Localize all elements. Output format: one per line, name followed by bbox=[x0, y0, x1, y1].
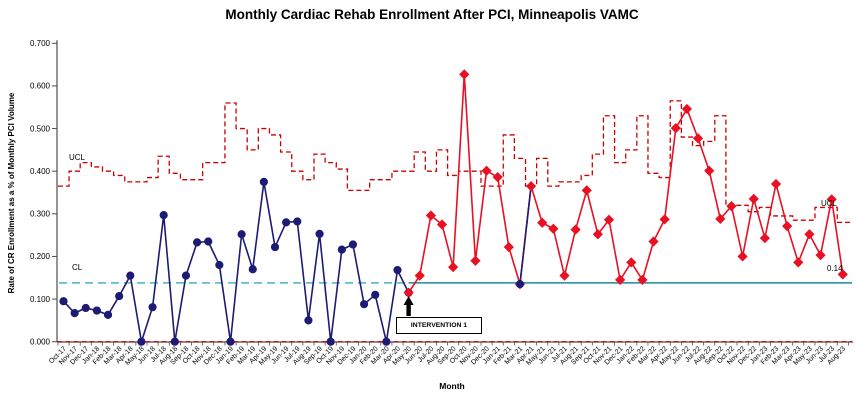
series-line-pre bbox=[62, 181, 410, 343]
data-point-marker bbox=[148, 303, 157, 312]
series-line-post bbox=[407, 73, 844, 294]
data-point-marker bbox=[815, 250, 826, 261]
data-point-marker bbox=[92, 306, 101, 315]
data-point-marker bbox=[326, 337, 335, 346]
data-point-marker bbox=[337, 245, 346, 254]
data-point-marker bbox=[537, 217, 548, 228]
data-point-marker bbox=[603, 214, 615, 225]
data-point-marker bbox=[315, 229, 324, 238]
data-point-marker bbox=[371, 290, 380, 299]
data-point-marker bbox=[403, 287, 414, 298]
chart-title: Monthly Cardiac Rehab Enrollment After P… bbox=[225, 7, 639, 22]
data-point-marker bbox=[204, 237, 213, 246]
data-point-marker bbox=[137, 337, 146, 346]
data-point-marker bbox=[170, 337, 179, 346]
data-point-marker bbox=[425, 210, 436, 221]
y-tick-label: 0.700 bbox=[30, 39, 51, 48]
data-point-marker bbox=[436, 219, 448, 230]
data-point-marker bbox=[692, 133, 704, 144]
data-point-marker bbox=[470, 255, 481, 266]
data-point-marker bbox=[715, 213, 726, 225]
data-point-marker bbox=[659, 214, 670, 225]
data-point-marker bbox=[503, 241, 514, 253]
data-point-marker bbox=[648, 236, 659, 247]
data-point-marker bbox=[259, 177, 268, 186]
data-point-marker bbox=[704, 165, 715, 176]
y-tick-label: 0.100 bbox=[30, 295, 51, 304]
data-point-marker bbox=[159, 210, 168, 220]
data-point-marker bbox=[525, 180, 537, 192]
data-point-marker bbox=[759, 233, 770, 244]
ucl-label-right: UCL bbox=[821, 199, 838, 208]
data-point-marker bbox=[559, 270, 570, 281]
data-point-marker bbox=[226, 337, 235, 346]
data-point-marker bbox=[237, 230, 246, 239]
data-point-marker bbox=[826, 194, 837, 205]
data-point-marker bbox=[348, 240, 358, 249]
y-tick-label: 0.600 bbox=[30, 82, 51, 91]
data-point-marker bbox=[581, 185, 592, 196]
data-point-marker bbox=[637, 274, 648, 285]
data-point-marker bbox=[70, 309, 79, 318]
data-point-marker bbox=[382, 337, 391, 346]
ucl-label-left: UCL bbox=[69, 153, 86, 162]
ucl-line bbox=[57, 100, 852, 223]
y-tick-label: 0.400 bbox=[30, 167, 51, 176]
data-point-marker bbox=[804, 229, 815, 240]
intervention-annotation: INTERVENTION 1 bbox=[396, 317, 482, 334]
data-point-marker bbox=[192, 238, 202, 247]
data-point-marker bbox=[115, 291, 124, 301]
data-point-marker bbox=[293, 217, 302, 226]
intervention-arrow-icon bbox=[403, 296, 414, 316]
data-point-marker bbox=[670, 123, 681, 134]
data-point-marker bbox=[515, 280, 525, 289]
y-tick-label: 0.000 bbox=[30, 338, 51, 347]
data-point-marker bbox=[726, 201, 737, 212]
data-point-marker bbox=[181, 271, 191, 280]
y-tick-label: 0.200 bbox=[30, 252, 51, 261]
data-point-marker bbox=[448, 261, 459, 273]
data-point-marker bbox=[626, 257, 637, 268]
data-point-marker bbox=[126, 271, 135, 280]
data-point-marker bbox=[615, 274, 626, 285]
data-point-marker bbox=[770, 178, 782, 190]
data-point-marker bbox=[81, 303, 90, 313]
data-point-marker bbox=[459, 69, 470, 80]
data-point-marker bbox=[359, 300, 369, 309]
special-segment bbox=[519, 186, 532, 285]
cl-value-label-right: 0.14 bbox=[827, 264, 843, 273]
data-point-marker bbox=[782, 221, 793, 232]
data-point-marker bbox=[592, 229, 603, 240]
data-point-marker bbox=[548, 223, 559, 234]
data-point-marker bbox=[737, 251, 748, 262]
y-axis-title: Rate of CR Enrollment as a % of Monthly … bbox=[7, 92, 16, 293]
data-point-marker bbox=[681, 103, 693, 115]
data-point-marker bbox=[793, 257, 804, 268]
y-tick-label: 0.500 bbox=[30, 124, 51, 133]
data-point-marker bbox=[59, 297, 68, 306]
data-point-marker bbox=[393, 265, 402, 275]
data-point-marker bbox=[837, 269, 848, 280]
data-point-marker bbox=[270, 242, 280, 252]
data-point-marker bbox=[215, 260, 224, 270]
data-point-marker bbox=[481, 165, 492, 176]
cl-label-left: CL bbox=[72, 263, 83, 272]
x-axis-title: Month bbox=[439, 381, 465, 391]
data-point-marker bbox=[282, 218, 291, 227]
data-point-marker bbox=[103, 310, 113, 319]
data-point-marker bbox=[248, 265, 257, 274]
data-point-marker bbox=[304, 316, 313, 325]
data-point-marker bbox=[492, 172, 503, 183]
y-tick-label: 0.300 bbox=[30, 210, 51, 219]
data-point-marker bbox=[414, 270, 425, 281]
data-point-marker bbox=[570, 224, 581, 235]
data-point-marker bbox=[748, 193, 759, 205]
